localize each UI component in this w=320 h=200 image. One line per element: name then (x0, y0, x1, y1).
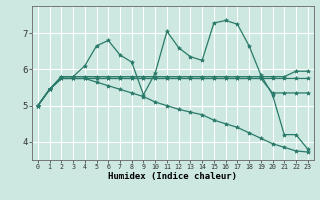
X-axis label: Humidex (Indice chaleur): Humidex (Indice chaleur) (108, 172, 237, 181)
